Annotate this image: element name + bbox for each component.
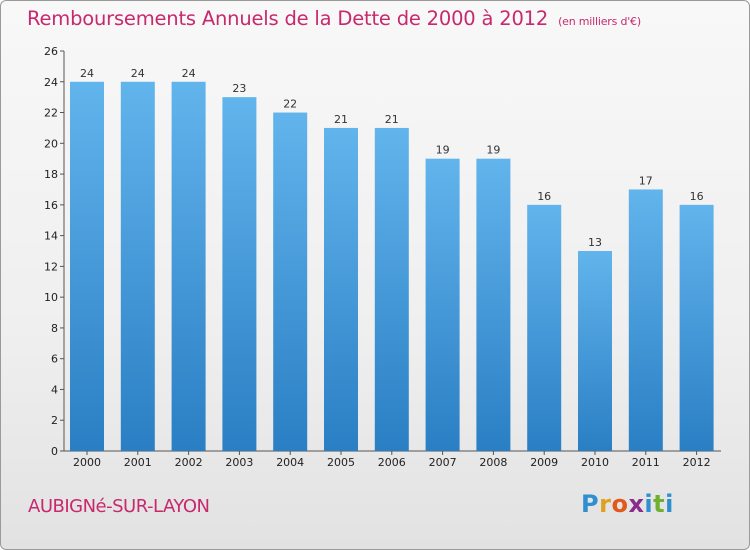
bar-2008: [476, 158, 511, 451]
logo-letter: P: [581, 490, 600, 518]
y-tick-label: 14: [44, 230, 58, 243]
bar-2002: [171, 81, 206, 452]
bar-2005: [324, 127, 358, 451]
logo-letter: t: [653, 490, 666, 518]
data-label-2010: 13: [588, 236, 602, 249]
data-label-2004: 22: [283, 98, 297, 111]
chart-subtitle: (en milliers d'€): [558, 15, 641, 28]
y-tick-label: 12: [44, 260, 58, 273]
x-tick-label-2000: 2000: [73, 456, 101, 469]
logo-letter: i: [665, 490, 674, 518]
bar-2003: [222, 97, 257, 452]
data-label-2005: 21: [334, 113, 348, 126]
data-label-2003: 23: [232, 82, 246, 95]
x-tick-label-2003: 2003: [225, 456, 253, 469]
y-tick-label: 24: [44, 76, 58, 89]
x-tick-label-2010: 2010: [581, 456, 609, 469]
y-tick-label: 2: [51, 414, 58, 427]
data-label-2008: 19: [486, 144, 500, 157]
data-label-2012: 16: [690, 190, 704, 203]
x-tick-label-2012: 2012: [683, 456, 711, 469]
y-tick-label: 16: [44, 199, 58, 212]
chart-title: Remboursements Annuels de la Dette de 20…: [27, 7, 641, 30]
data-label-2009: 16: [537, 190, 551, 203]
y-tick-label: 18: [44, 168, 58, 181]
y-tick-label: 4: [51, 383, 58, 396]
y-tick-label: 22: [44, 107, 58, 120]
bar-2011: [628, 189, 663, 451]
bar-2004: [273, 112, 308, 452]
logo-letter: r: [599, 490, 612, 518]
x-tick-label-2008: 2008: [479, 456, 507, 469]
y-tick-label: 6: [51, 353, 58, 366]
bar-2006: [374, 127, 409, 451]
y-tick-label: 20: [44, 137, 58, 150]
bar-2010: [578, 251, 612, 451]
data-label-2011: 17: [639, 174, 653, 187]
data-label-2007: 19: [436, 144, 450, 157]
data-label-2001: 24: [131, 67, 145, 80]
logo-letter: i: [644, 490, 654, 518]
logo-letter: o: [611, 490, 629, 518]
x-tick-label-2005: 2005: [327, 456, 355, 469]
proxiti-logo: Proxiti: [581, 490, 674, 518]
bars: [70, 81, 714, 452]
x-tick-label-2001: 2001: [124, 456, 152, 469]
commune-name: AUBIGNé-SUR-LAYON: [28, 496, 210, 517]
y-tick-label: 10: [44, 291, 58, 304]
data-label-2006: 21: [385, 113, 399, 126]
bar-2012: [679, 204, 714, 451]
title-text: Remboursements Annuels de la Dette de 20…: [27, 7, 549, 30]
x-tick-label-2002: 2002: [175, 456, 203, 469]
y-tick-label: 0: [51, 445, 58, 458]
labels: 2000 24 2001 24 2002 24 2003 23 2004 22 2005 21 2006…: [73, 67, 711, 469]
bar-2009: [527, 204, 562, 451]
bar-2001: [120, 81, 155, 452]
logo-letter: x: [628, 490, 645, 518]
bar-2000: [70, 81, 104, 452]
x-tick-label-2009: 2009: [530, 456, 558, 469]
x-tick-label-2004: 2004: [276, 456, 304, 469]
data-label-2002: 24: [182, 67, 196, 80]
bar-2007: [425, 158, 460, 451]
y-tick-label: 26: [44, 45, 58, 58]
x-tick-label-2011: 2011: [632, 456, 660, 469]
x-tick-label-2007: 2007: [429, 456, 457, 469]
y-tick-label: 8: [51, 322, 58, 335]
x-tick-label-2006: 2006: [378, 456, 406, 469]
data-label-2000: 24: [80, 67, 94, 80]
